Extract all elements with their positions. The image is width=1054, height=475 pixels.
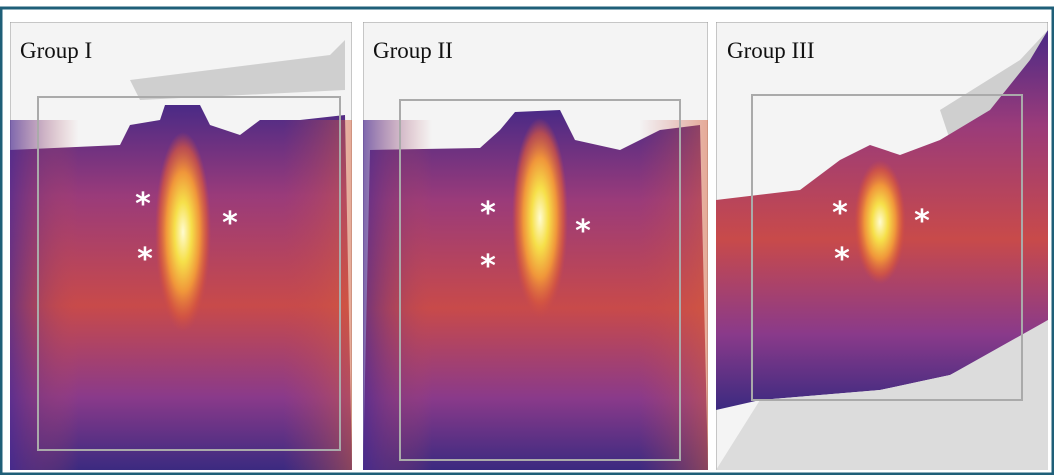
asterisk: * — [137, 242, 153, 277]
panel-label: Group III — [727, 38, 815, 63]
figure: Group I * * * Group II * * * Group III * * * — [0, 0, 1054, 475]
panel-image — [716, 22, 1048, 470]
asterisk: * — [135, 187, 151, 222]
asterisk: * — [222, 206, 238, 241]
panel-label: Group I — [20, 38, 92, 63]
asterisk: * — [834, 242, 850, 277]
asterisk: * — [480, 196, 496, 231]
asterisk: * — [914, 204, 930, 239]
panel-image — [10, 22, 352, 470]
panel-label: Group II — [373, 38, 453, 63]
asterisk: * — [832, 196, 848, 231]
panel-image — [363, 22, 708, 470]
asterisk: * — [575, 214, 591, 249]
asterisk: * — [480, 249, 496, 284]
